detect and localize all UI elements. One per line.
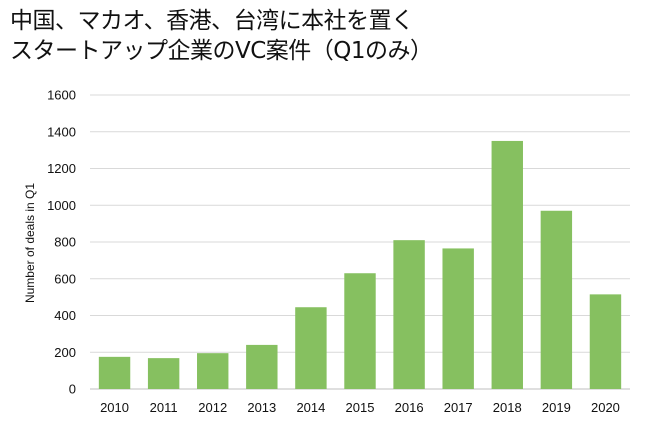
x-tick-label: 2018 (493, 400, 522, 415)
bar-2019 (540, 210, 573, 389)
bar-2013 (246, 344, 278, 389)
y-tick-label: 200 (54, 345, 76, 360)
chart-title-line1: 中国、マカオ、香港、台湾に本社を置く (10, 8, 414, 34)
x-tick-label: 2017 (444, 400, 473, 415)
x-tick-label: 2020 (591, 400, 620, 415)
chart-title-line2: スタートアップ企業のVC案件（Q1のみ） (10, 38, 433, 64)
y-tick-label: 800 (54, 235, 76, 250)
x-tick-label: 2015 (346, 400, 375, 415)
x-tick-label: 2012 (198, 400, 227, 415)
x-tick-label: 2013 (247, 400, 276, 415)
bar-2016 (393, 240, 425, 389)
y-tick-label: 600 (54, 271, 76, 286)
y-tick-label: 400 (54, 308, 76, 323)
y-tick-labels: 0 200 400 600 800 1000 1200 1400 1600 (47, 88, 76, 397)
x-tick-label: 2011 (150, 400, 178, 415)
bar-2017 (442, 248, 474, 389)
x-tick-label: 2019 (542, 400, 571, 415)
bar-2020 (589, 294, 622, 389)
bar-2012 (197, 353, 229, 389)
y-tick-label: 0 (69, 382, 76, 397)
x-tick-label: 2010 (100, 400, 129, 415)
x-tick-label: 2014 (296, 400, 325, 415)
bar-2010 (98, 356, 131, 389)
bar-2015 (344, 273, 376, 389)
bar-2011 (147, 358, 180, 389)
chart-title: 中国、マカオ、香港、台湾に本社を置く スタートアップ企業のVC案件（Q1のみ） (10, 6, 640, 66)
bar-2014 (295, 307, 327, 389)
bar-2018 (491, 140, 523, 389)
y-tick-label: 1200 (47, 161, 76, 176)
y-tick-label: 1000 (47, 198, 76, 213)
x-tick-labels: 2010 2011 2012 2013 2014 2015 2016 2017 2018 2019… (100, 400, 620, 415)
y-axis-label: Number of deals in Q1 (23, 183, 37, 303)
x-tick-label: 2016 (395, 400, 424, 415)
bars (98, 140, 622, 389)
y-tick-label: 1600 (47, 88, 76, 103)
y-tick-label: 1400 (47, 124, 76, 139)
